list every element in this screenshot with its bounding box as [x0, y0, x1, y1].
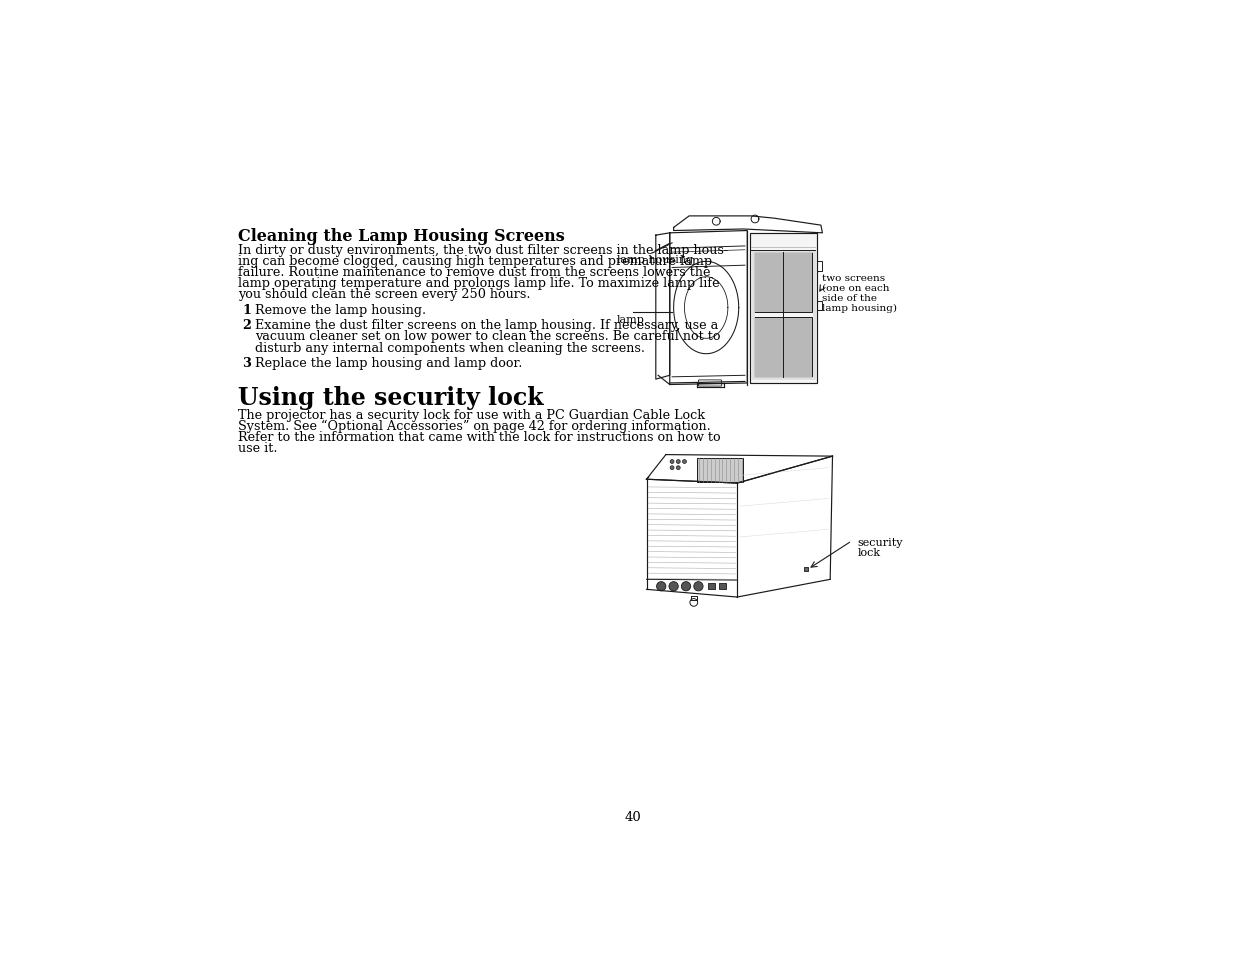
Circle shape — [671, 460, 674, 464]
Bar — [804, 567, 809, 571]
Text: vacuum cleaner set on low power to clean the screens. Be careful not to: vacuum cleaner set on low power to clean… — [256, 330, 721, 343]
Text: 2: 2 — [242, 319, 251, 332]
Circle shape — [669, 582, 678, 591]
Text: (one on each: (one on each — [823, 284, 890, 293]
Text: In dirty or dusty environments, the two dust filter screens in the lamp hous-: In dirty or dusty environments, the two … — [238, 244, 729, 256]
Text: 3: 3 — [242, 357, 251, 370]
Text: Cleaning the Lamp Housing Screens: Cleaning the Lamp Housing Screens — [238, 228, 564, 245]
Text: 1: 1 — [242, 303, 251, 316]
Text: you should clean the screen every 250 hours.: you should clean the screen every 250 ho… — [238, 288, 531, 301]
Text: security: security — [857, 537, 903, 547]
Text: two screens: two screens — [823, 274, 885, 283]
Text: lamp operating temperature and prolongs lamp life. To maximize lamp life: lamp operating temperature and prolongs … — [238, 277, 720, 290]
Bar — [750, 233, 818, 383]
Bar — [708, 583, 715, 590]
Bar — [755, 253, 813, 313]
Bar — [755, 317, 813, 377]
Bar — [818, 261, 823, 272]
Text: side of the: side of the — [823, 294, 877, 302]
Bar — [697, 459, 743, 482]
Text: The projector has a security lock for use with a PC Guardian Cable Lock: The projector has a security lock for us… — [238, 408, 705, 421]
Circle shape — [682, 582, 690, 591]
Text: Examine the dust filter screens on the lamp housing. If necessary, use a: Examine the dust filter screens on the l… — [256, 319, 719, 332]
Text: lamp: lamp — [618, 314, 645, 324]
Text: lamp housing): lamp housing) — [823, 304, 898, 313]
Text: 40: 40 — [624, 810, 641, 823]
Text: Remove the lamp housing.: Remove the lamp housing. — [256, 303, 426, 316]
Bar — [818, 301, 823, 311]
Bar — [719, 583, 726, 590]
Text: failure. Routine maintenance to remove dust from the screens lowers the: failure. Routine maintenance to remove d… — [238, 266, 710, 279]
Text: Using the security lock: Using the security lock — [238, 385, 543, 409]
Text: lamp housing: lamp housing — [618, 255, 693, 265]
Text: ing can become clogged, causing high temperatures and premature lamp: ing can become clogged, causing high tem… — [238, 254, 713, 268]
Circle shape — [677, 466, 680, 470]
Circle shape — [683, 460, 687, 464]
Text: System. See “Optional Accessories” on page 42 for ordering information.: System. See “Optional Accessories” on pa… — [238, 419, 711, 433]
Text: Replace the lamp housing and lamp door.: Replace the lamp housing and lamp door. — [256, 357, 522, 370]
Text: use it.: use it. — [238, 441, 278, 455]
Circle shape — [677, 460, 680, 464]
Circle shape — [657, 582, 666, 591]
Circle shape — [694, 582, 703, 591]
Text: disturb any internal components when cleaning the screens.: disturb any internal components when cle… — [256, 341, 645, 355]
Circle shape — [671, 466, 674, 470]
Text: lock: lock — [857, 547, 881, 558]
Text: Refer to the information that came with the lock for instructions on how to: Refer to the information that came with … — [238, 431, 721, 443]
Bar — [752, 252, 814, 379]
